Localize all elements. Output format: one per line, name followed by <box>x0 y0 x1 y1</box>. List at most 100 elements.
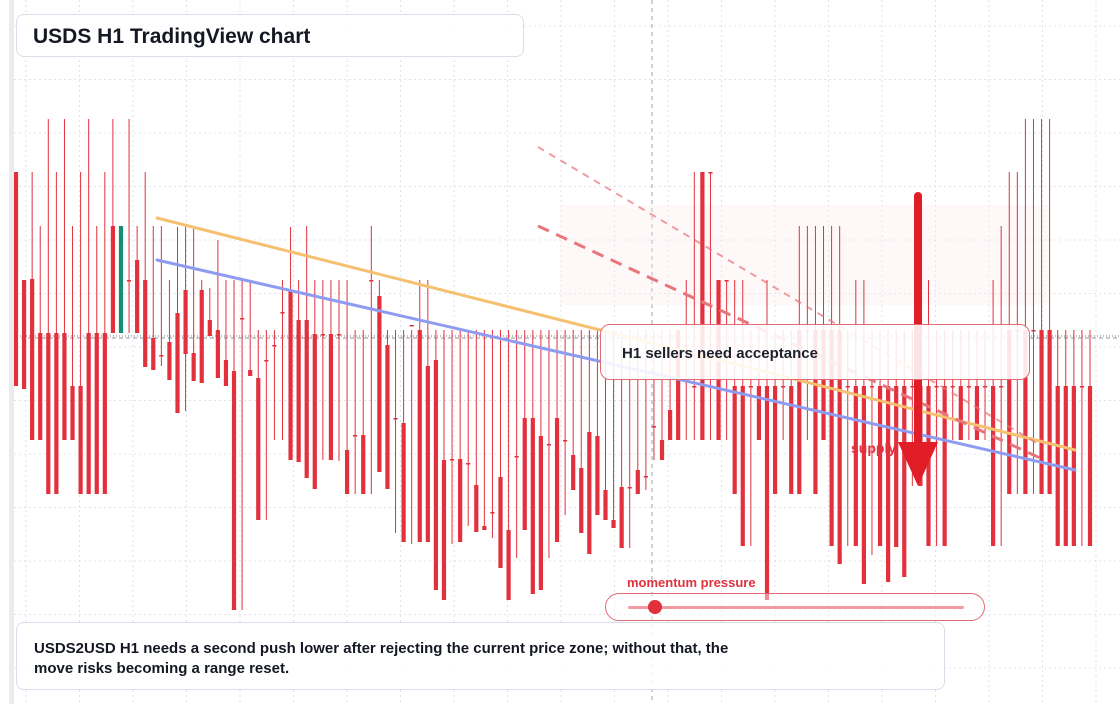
candle-body <box>724 280 729 282</box>
candle-body <box>829 330 834 546</box>
candle-body <box>772 386 778 494</box>
summary-text: USDS2USD H1 needs a second push lower af… <box>34 640 729 677</box>
callout-text: H1 sellers need acceptance <box>622 345 818 362</box>
candle-body <box>571 455 576 490</box>
candle-body <box>361 435 366 494</box>
candle-body <box>320 334 325 336</box>
candle-body <box>167 342 172 380</box>
candle-body <box>369 280 374 282</box>
candle-body <box>1023 330 1028 494</box>
candle-body <box>934 386 939 388</box>
candle-body <box>143 280 148 367</box>
dashed-guide-upper <box>537 146 1041 446</box>
candle-body <box>199 290 204 383</box>
candle-body <box>1079 386 1085 388</box>
candle-body <box>482 526 487 530</box>
candle-body <box>587 432 592 554</box>
candle-body <box>781 386 786 388</box>
candle-body <box>861 386 866 584</box>
candle-body <box>344 450 350 494</box>
momentum-slider[interactable] <box>605 593 985 621</box>
candle-body <box>950 386 955 388</box>
candle-body <box>118 226 124 333</box>
candle-body <box>304 320 309 478</box>
candle-body <box>490 512 495 514</box>
candle-body <box>336 334 342 336</box>
candle-body <box>110 226 116 333</box>
candle-body <box>1047 330 1052 494</box>
title-card: USDS H1 TradingView chart <box>16 14 524 57</box>
candle-body <box>651 426 657 428</box>
candle-body <box>700 172 705 440</box>
momentum-knob[interactable] <box>647 600 662 614</box>
candle-body <box>449 459 455 461</box>
candle-body <box>54 333 59 494</box>
candle-body <box>78 386 83 494</box>
candle-body <box>498 477 503 568</box>
candle-body <box>877 386 883 546</box>
candle-body <box>789 386 794 494</box>
candle-body <box>740 386 745 546</box>
supply-label: supply <box>851 440 897 456</box>
candle-body <box>175 313 180 413</box>
candle-body <box>159 355 164 357</box>
candle-body <box>611 520 616 528</box>
candle-body <box>676 330 681 440</box>
candle-body <box>328 334 334 460</box>
candle-body <box>756 386 762 440</box>
candle-body <box>643 476 648 478</box>
candle-body <box>982 386 988 388</box>
candle-body <box>999 386 1004 388</box>
candle-body <box>126 280 132 282</box>
sellers-callout: H1 sellers need acceptance <box>600 324 1030 380</box>
candle-body <box>466 463 471 465</box>
candle-body <box>845 386 850 388</box>
candle-body <box>1031 330 1036 332</box>
candle-body <box>902 386 907 577</box>
candle-body <box>579 468 584 533</box>
candle-body <box>1087 386 1093 546</box>
candle-body <box>1039 330 1044 494</box>
candle-body <box>538 436 543 590</box>
candle-body <box>377 296 382 472</box>
candle-body <box>441 460 447 600</box>
candle-body <box>223 360 229 386</box>
candle-body <box>425 366 430 542</box>
candle-body <box>764 386 770 600</box>
candle-body <box>990 386 996 546</box>
candle-body <box>627 487 632 489</box>
candle-body <box>70 386 75 440</box>
candle-body <box>151 338 156 370</box>
candle-body <box>942 386 947 546</box>
candle-body <box>240 318 245 320</box>
candle-body <box>207 320 212 336</box>
candle-body <box>974 386 980 440</box>
candle-body <box>215 330 220 378</box>
dashed-guide-lower <box>537 224 1041 460</box>
bearish-arrow-head <box>898 442 938 486</box>
candle-body <box>603 490 608 520</box>
candle-body <box>732 386 737 494</box>
candle-body <box>385 345 390 489</box>
candle-body <box>458 459 463 542</box>
candle-body <box>417 330 422 542</box>
candle-body <box>135 260 140 333</box>
candle-body <box>635 470 640 494</box>
candle-body <box>353 435 358 437</box>
candle-body <box>94 333 99 494</box>
candle-body <box>312 334 317 489</box>
candle-body <box>256 378 261 520</box>
candle-body <box>62 333 67 440</box>
candle-body <box>910 386 915 388</box>
candle-body <box>853 386 858 546</box>
candle-body <box>393 418 398 420</box>
candle-body <box>1007 330 1012 494</box>
candle-body <box>886 386 891 582</box>
candle-body <box>296 320 301 462</box>
candle-body <box>708 172 713 174</box>
candle-body <box>595 436 600 515</box>
candle-body <box>506 530 511 600</box>
candle-body <box>264 360 269 362</box>
candle-body <box>894 386 899 547</box>
candle-body <box>522 418 527 530</box>
